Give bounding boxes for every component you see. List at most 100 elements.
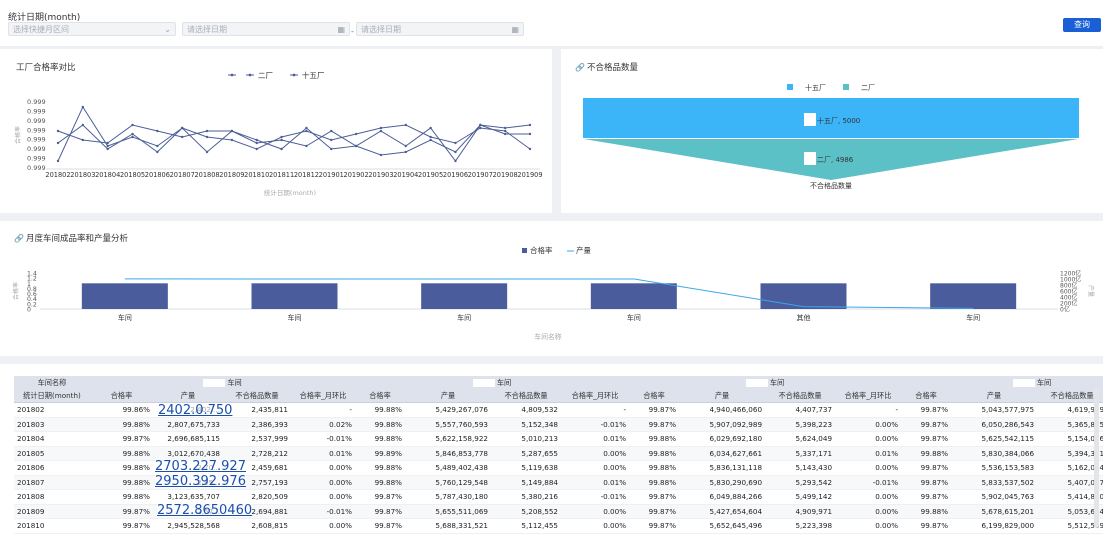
label-mask: [804, 152, 816, 165]
table-cell: 5,760,129,548: [405, 475, 492, 490]
table-row[interactable]: 201805 99.88% 3,012,670,438 2,728,212 0.01% 9…: [14, 446, 1103, 461]
metric-header[interactable]: 合格率: [629, 389, 680, 403]
table-cell: 4,809,532: [491, 402, 562, 418]
start-date-input[interactable]: 请选择日期 ▦: [182, 22, 350, 36]
series-point: [156, 129, 159, 133]
table-cell: 6,034,627,661: [679, 446, 766, 461]
metric-header[interactable]: 不合格品数量: [223, 389, 291, 403]
series-point: [454, 141, 457, 145]
table-row[interactable]: 201803 99.88% 2,807,675,733 2,386,393 0.02% 9…: [14, 417, 1103, 432]
table-cell: 5,907,092,989: [679, 417, 766, 432]
table-subheader-row: 统计日期(month) 合格率 产量 不合格品数量 合格率_月环比 合格率 产量…: [14, 389, 1103, 403]
series-point: [81, 123, 85, 127]
table-cell: 6,199,829,000: [951, 518, 1038, 534]
series-point: [205, 129, 209, 133]
group-header[interactable]: 车间: [90, 376, 356, 389]
table-body: 20180299.86%2,402,...2,435,811-99.88%5,4…: [14, 402, 1103, 534]
chart-bars: [81, 283, 1017, 309]
table-row[interactable]: 201808 99.88% 3,123,635,707 2,820,509 0.00% 9…: [14, 489, 1103, 505]
series-point: [131, 123, 134, 127]
table-cell: 5,053,664: [1037, 504, 1103, 519]
x-tick-label: 201903: [368, 171, 393, 179]
y-left-tick-label: 0.4: [27, 296, 37, 303]
table-cell: 99.87%: [629, 504, 680, 519]
x-tick-label: 车间: [288, 313, 302, 322]
range-select[interactable]: 选择快捷月区间 ⌄: [8, 22, 176, 36]
panel-title: 工厂合格率对比: [16, 63, 76, 73]
table-cell: 5,119,638: [491, 460, 562, 476]
metric-header[interactable]: 合格率_月环比: [291, 389, 356, 403]
table-cell: 2,807,675,733: [153, 417, 223, 432]
x-tick-label: 201904: [393, 171, 418, 179]
x-tick-label: 201906: [443, 171, 468, 179]
y-left-axis-label: 合格率: [12, 282, 20, 300]
metric-header[interactable]: 产量: [679, 389, 766, 403]
series-point: [330, 138, 333, 142]
y-left-tick-label: 0.8: [27, 286, 37, 293]
table-cell: 99.88%: [90, 446, 153, 461]
metric-header[interactable]: 合格率: [901, 389, 952, 403]
metric-header[interactable]: 不合格品数量: [765, 389, 836, 403]
table-cell: 5,622,158,922: [405, 431, 492, 447]
panel-title: 不合格品数量: [586, 63, 638, 73]
metric-header[interactable]: 不合格品数量: [491, 389, 562, 403]
y-right-axis-label: 产量: [1087, 285, 1095, 297]
combo-chart: 合格率 产量 1.41.210.80.60.40.20合格率1200亿1000亿8…: [12, 245, 1095, 341]
series-point: [429, 126, 432, 130]
series-point: [230, 129, 234, 133]
group-header[interactable]: 车间: [901, 376, 1103, 389]
metric-header[interactable]: 合格率_月环比: [561, 389, 630, 403]
bar: [760, 283, 847, 309]
table-row[interactable]: 20180699.88%2,70...2,459,6810.00%99.88%5…: [14, 460, 1103, 476]
y-left-tick-label: 0: [27, 307, 31, 314]
table-cell: 0.00%: [835, 417, 902, 432]
table-cell: 0.00%: [835, 431, 902, 447]
table-row[interactable]: 201804 99.87% 2,696,685,115 2,537,999 -0.01%…: [14, 431, 1103, 447]
table-row[interactable]: 201810 99.87% 2,945,528,568 2,608,815 0.00% 9…: [14, 518, 1103, 534]
table-cell: 5,489,402,438: [405, 460, 492, 476]
legend-marker: [230, 73, 234, 77]
metric-header[interactable]: 合格率_月环比: [835, 389, 902, 403]
table-cell: 5,624,049: [765, 431, 836, 447]
y-tick-label: 0.999: [27, 145, 46, 153]
row-date-cell: 201808: [14, 489, 90, 505]
legend-label: 二厂: [258, 71, 273, 80]
legend-label: 十五厂: [805, 83, 826, 92]
series-point: [131, 135, 134, 139]
table-cell: -: [835, 402, 902, 418]
query-button[interactable]: 查询: [1063, 18, 1101, 32]
pivot-table-panel: 车间名称 车间 车间 车间 车间 统计日期(month) 合格率 产量 不合格品…: [0, 364, 1103, 541]
table-cell: -0.01%: [561, 489, 630, 505]
table-row[interactable]: 20180299.86%2,402,...2,435,811-99.88%5,4…: [14, 402, 1103, 418]
series-point: [454, 150, 457, 154]
group-header[interactable]: 车间: [629, 376, 902, 389]
table-cell: 5,499,142: [765, 489, 836, 505]
table-row[interactable]: 20180999.87%2,57...2,694,881-0.01%99.87%…: [14, 504, 1103, 519]
metric-header[interactable]: 合格率: [355, 389, 406, 403]
x-tick-label: 201908: [493, 171, 518, 179]
end-date-input[interactable]: 请选择日期 ▦: [356, 22, 524, 36]
table-cell: 0.00%: [561, 446, 630, 461]
series-point: [479, 123, 482, 127]
table-cell: 99.87%: [355, 489, 406, 505]
series-point: [404, 150, 407, 154]
metric-header[interactable]: 产量: [405, 389, 492, 403]
row-date-cell: 201809: [14, 504, 90, 519]
metric-header[interactable]: 合格率: [90, 389, 153, 403]
x-tick-label: 201902: [344, 171, 369, 179]
x-axis-label: 不合格品数量: [810, 181, 852, 190]
table-cell: -0.01%: [291, 431, 356, 447]
group-header[interactable]: 车间: [355, 376, 630, 389]
metric-header[interactable]: 产量: [153, 389, 223, 403]
table-cell: 99.88%: [629, 460, 680, 476]
x-tick-label: 201909: [517, 171, 542, 179]
series-point: [354, 144, 358, 148]
label-mask: [804, 113, 816, 126]
metric-header[interactable]: 产量: [951, 389, 1038, 403]
table-scrollbar[interactable]: [1094, 388, 1099, 528]
col-dim-header: 车间名称: [14, 376, 90, 389]
metric-header[interactable]: 不合格品数量: [1037, 389, 1103, 403]
table-cell: 2,608,815: [223, 518, 291, 534]
table-cell: 99.87%: [629, 417, 680, 432]
funnel-label: 二厂, 4986: [817, 156, 854, 164]
